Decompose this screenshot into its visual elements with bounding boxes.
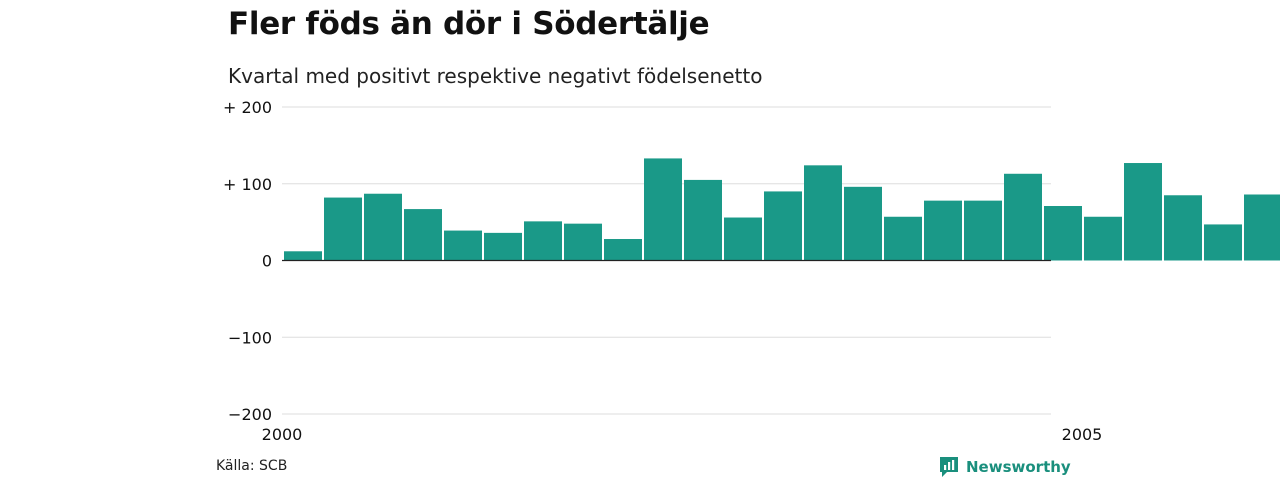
bar	[404, 209, 442, 261]
y-tick-label: −100	[228, 328, 272, 347]
bar	[364, 193, 402, 261]
newsworthy-logo-icon	[940, 457, 958, 477]
bar	[924, 200, 962, 261]
bar	[1204, 224, 1242, 261]
bar	[1164, 195, 1202, 261]
bar	[1004, 173, 1042, 261]
bar	[564, 223, 602, 261]
brand-logo: Newsworthy	[938, 456, 1071, 478]
bar	[724, 217, 762, 261]
bar	[644, 158, 682, 261]
chart-title: Fler föds än dör i Södertälje	[228, 6, 710, 42]
bar	[804, 165, 842, 261]
bar	[1124, 163, 1162, 261]
y-tick-label: + 100	[223, 175, 272, 194]
source-note: Källa: SCB	[216, 458, 288, 474]
bar	[444, 230, 482, 261]
brand-name: Newsworthy	[966, 458, 1071, 476]
bar	[844, 186, 882, 261]
bar	[524, 221, 562, 261]
y-tick-label: + 200	[223, 98, 272, 117]
bar	[884, 216, 922, 261]
bar	[284, 251, 322, 261]
bar	[1044, 206, 1082, 261]
bar	[1244, 194, 1280, 261]
x-tick-label: 2005	[1062, 425, 1103, 444]
x-tick-label: 2000	[262, 425, 303, 444]
bar	[604, 239, 642, 261]
bar	[484, 232, 522, 261]
bar	[324, 197, 362, 261]
bar	[1084, 216, 1122, 261]
bar	[764, 191, 802, 261]
bar	[964, 200, 1002, 261]
y-tick-label: 0	[262, 252, 272, 271]
chart-subtitle: Kvartal med positivt respektive negativt…	[228, 64, 763, 88]
y-tick-label: −200	[228, 405, 272, 424]
bar	[684, 179, 722, 261]
